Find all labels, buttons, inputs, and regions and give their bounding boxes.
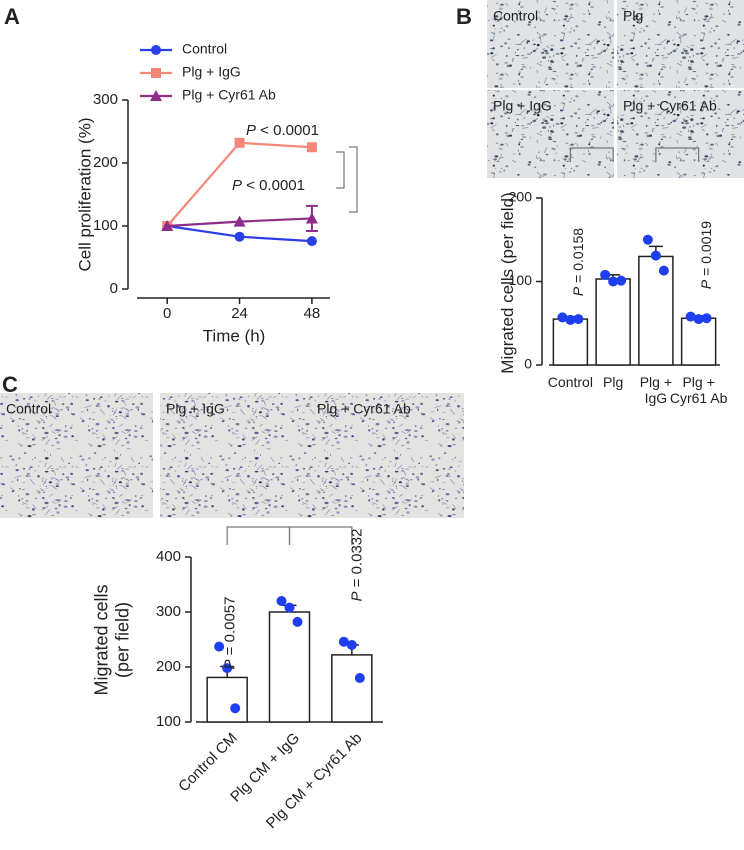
micrograph — [487, 90, 614, 178]
annotation: P < 0.0001 — [246, 122, 319, 139]
data-point — [701, 313, 712, 324]
x-tick-label: 48 — [304, 305, 321, 322]
bar — [680, 317, 717, 366]
x-tick-label: Plg + IgG — [639, 374, 673, 407]
panel-label: A — [4, 4, 20, 29]
y-tick-label: 0 — [110, 280, 118, 297]
data-point — [608, 276, 619, 287]
bracket — [655, 147, 700, 162]
data-point — [284, 602, 295, 613]
data-point — [214, 641, 225, 652]
marker — [305, 212, 318, 224]
x-tick-label: 0 — [163, 305, 171, 322]
bar — [206, 676, 248, 723]
y-tick-label: 200 — [509, 189, 533, 205]
y-tick-label: 100 — [156, 713, 181, 730]
image-label: Plg — [623, 8, 643, 24]
marker — [234, 231, 245, 242]
y-tick-label: 100 — [509, 272, 533, 288]
data-point — [616, 275, 627, 286]
data-point — [565, 314, 576, 325]
data-point — [658, 265, 669, 276]
x-axis-title: Time (h) — [203, 326, 266, 345]
marker — [233, 215, 246, 227]
y-tick-label: 400 — [156, 548, 181, 565]
x-tick-label: Plg + Cyr61 Ab — [669, 374, 728, 407]
y-tick-label: 300 — [93, 91, 118, 108]
marker — [306, 236, 317, 247]
y-tick-label: 200 — [156, 658, 181, 675]
image-label: Plg + IgG — [493, 98, 552, 114]
legend-label: Control — [182, 41, 227, 57]
data-point — [230, 703, 241, 714]
data-point — [346, 640, 357, 650]
image-label: Control — [6, 401, 51, 417]
image-label: Plg + Cyr61 Ab — [317, 401, 411, 417]
data-point — [573, 314, 584, 325]
x-tick-label: Control — [547, 374, 593, 390]
data-point — [557, 312, 568, 323]
micrograph — [311, 393, 464, 518]
data-point — [292, 616, 303, 627]
image-label: Control — [493, 8, 538, 24]
marker — [150, 90, 162, 101]
y-tick-label: 0 — [524, 356, 532, 372]
data-point — [222, 663, 233, 674]
micrograph — [617, 0, 744, 88]
data-point — [650, 250, 661, 261]
panel-label: C — [2, 372, 18, 397]
annotation: P = 0.0057 — [221, 596, 239, 670]
bracket — [569, 147, 614, 162]
bracket — [349, 146, 358, 213]
y-axis-title: Cell proliferation (%) — [75, 118, 94, 272]
image-label: Plg + IgG — [166, 401, 225, 417]
legend-label: Plg + IgG — [182, 64, 241, 80]
bar — [552, 318, 589, 366]
micrograph — [160, 393, 313, 518]
x-tick-label: Plg — [603, 374, 624, 390]
micrograph — [0, 393, 153, 518]
data-point — [642, 234, 653, 245]
data-point — [354, 673, 365, 683]
data-point — [338, 636, 349, 647]
annotation: P = 0.0019 — [697, 220, 714, 290]
bracket — [288, 526, 353, 545]
data-point — [693, 314, 704, 325]
data-point — [600, 269, 611, 280]
bar — [595, 278, 631, 366]
image-label: Plg + Cyr61 Ab — [623, 98, 717, 114]
y-tick-label: 300 — [156, 603, 181, 620]
panel-label: B — [456, 4, 472, 29]
y-axis-title: Migrated cells (per field) — [91, 584, 132, 696]
x-tick-label: 24 — [231, 305, 248, 322]
bar — [331, 654, 373, 723]
data-point — [685, 311, 696, 322]
marker — [306, 142, 317, 153]
micrograph — [487, 0, 614, 88]
x-tick-label: Control CM — [175, 730, 241, 796]
marker — [161, 220, 174, 231]
y-tick-label: 200 — [93, 154, 118, 171]
bracket — [226, 526, 291, 545]
bar — [638, 255, 674, 366]
annotation: P < 0.0001 — [232, 177, 305, 194]
annotation: P = 0.0158 — [569, 227, 586, 297]
y-tick-label: 100 — [93, 217, 118, 234]
annotation: P = 0.0332 — [348, 528, 366, 602]
bracket — [336, 151, 345, 189]
legend-label: Plg + Cyr61 Ab — [182, 87, 276, 103]
bar — [268, 611, 311, 723]
data-point — [276, 596, 287, 606]
marker — [151, 45, 161, 55]
marker — [234, 137, 245, 148]
marker — [151, 68, 161, 78]
micrograph — [617, 90, 744, 178]
y-axis-title: Migrated cells (per field) — [498, 192, 518, 374]
